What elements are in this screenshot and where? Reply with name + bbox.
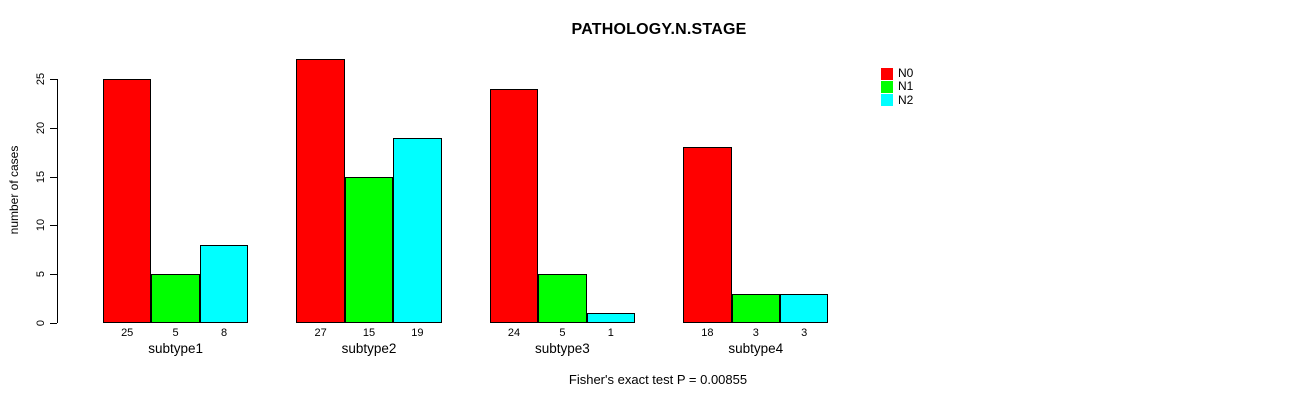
bar-value-label: 5	[559, 327, 566, 339]
bar-n1-subtype3	[538, 274, 587, 323]
legend-swatch-icon	[881, 94, 893, 107]
legend-item-n1: N1	[881, 80, 913, 93]
bar-value-label: 1	[607, 327, 614, 339]
y-axis-label: number of cases	[7, 145, 21, 235]
bar-n2-subtype4	[780, 294, 829, 323]
y-axis-line	[57, 79, 58, 323]
y-axis-tick-label: 15	[35, 170, 47, 184]
bar-n0-subtype3	[489, 89, 539, 323]
bar-n1-subtype1	[151, 274, 200, 323]
y-axis-tick	[50, 323, 57, 324]
bar-n2-subtype1	[199, 245, 249, 323]
bar-value-label: 3	[801, 327, 808, 339]
category-label: subtype4	[728, 341, 784, 356]
legend-label: N1	[898, 79, 914, 94]
bar-n2-subtype2	[393, 138, 442, 323]
legend-label: N0	[898, 66, 914, 80]
category-label: subtype2	[341, 341, 397, 356]
y-axis-tick	[50, 79, 57, 80]
y-axis-tick	[50, 128, 57, 129]
y-axis-tick	[50, 177, 57, 178]
legend-label: N2	[898, 92, 914, 107]
stats-caption: Fisher's exact test P = 0.00855	[568, 372, 748, 387]
bar-value-label: 27	[314, 327, 327, 339]
y-axis-tick-label: 20	[35, 121, 47, 135]
chart-title: PATHOLOGY.N.STAGE	[571, 21, 747, 38]
bar-n0-subtype1	[103, 79, 152, 323]
bar-value-label: 18	[701, 327, 714, 339]
y-axis-tick-label: 0	[35, 319, 47, 327]
bar-value-label: 25	[121, 327, 134, 339]
bar-value-label: 5	[172, 327, 179, 339]
bar-value-label: 3	[752, 327, 759, 339]
legend-item-n2: N2	[881, 92, 914, 107]
category-label: subtype3	[534, 341, 590, 356]
category-label: subtype1	[148, 341, 203, 356]
bar-n1-subtype2	[344, 177, 394, 323]
bar-value-label: 19	[411, 327, 424, 339]
legend-swatch-icon	[881, 67, 893, 80]
bar-n0-subtype2	[296, 59, 345, 323]
y-axis-tick-label: 25	[35, 72, 47, 86]
bar-value-label: 24	[507, 327, 521, 339]
y-axis-tick-label: 5	[35, 270, 47, 278]
bar-n1-subtype4	[731, 294, 780, 323]
bar-n2-subtype3	[586, 313, 635, 323]
bar-value-label: 8	[220, 327, 228, 339]
y-axis-tick	[50, 225, 57, 226]
y-axis-tick-label: 10	[35, 218, 47, 232]
legend-swatch-icon	[881, 80, 893, 93]
legend-item-n0: N0	[881, 67, 913, 80]
y-axis-tick	[50, 274, 57, 275]
bar-n0-subtype4	[683, 147, 732, 323]
bar-value-label: 15	[362, 327, 376, 339]
